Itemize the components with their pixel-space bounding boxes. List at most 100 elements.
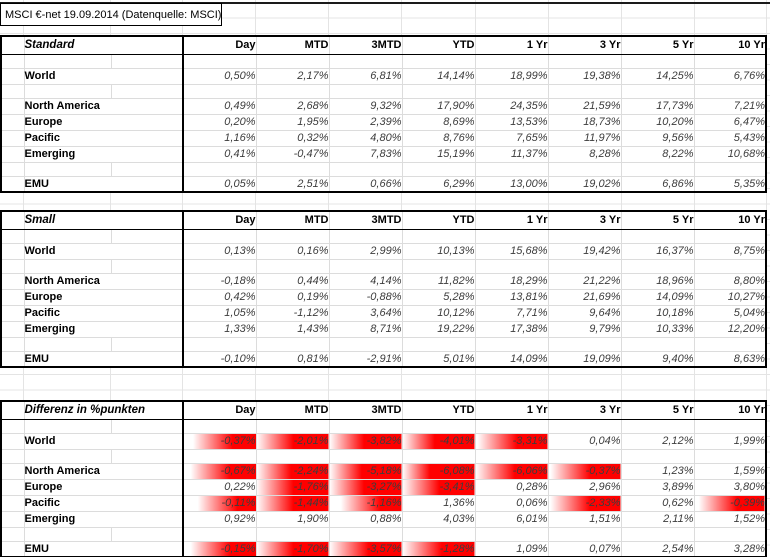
value-cell[interactable]: 10,68% — [693, 145, 767, 163]
value-cell[interactable]: -2,91% — [328, 350, 403, 368]
value-cell[interactable]: 11,82% — [401, 272, 476, 290]
value-cell[interactable]: 10,20% — [620, 113, 695, 131]
row-label[interactable]: Emerging — [23, 510, 184, 528]
value-cell[interactable]: 19,42% — [547, 242, 622, 260]
value-cell[interactable]: 15,19% — [401, 145, 476, 163]
value-cell[interactable]: -6,08% — [401, 462, 476, 480]
row-label[interactable]: North America — [23, 97, 184, 115]
value-cell[interactable]: 21,22% — [547, 272, 622, 290]
column-header-3mtd[interactable]: 3MTD — [328, 400, 403, 420]
value-cell[interactable]: 9,40% — [620, 350, 695, 368]
value-cell[interactable]: 2,99% — [328, 242, 403, 260]
value-cell[interactable]: 10,13% — [401, 242, 476, 260]
value-cell[interactable]: 18,96% — [620, 272, 695, 290]
value-cell[interactable]: 8,76% — [401, 129, 476, 147]
value-cell[interactable]: 1,51% — [547, 510, 622, 528]
row-label[interactable]: North America — [23, 272, 184, 290]
value-cell[interactable]: 6,29% — [401, 175, 476, 193]
value-cell[interactable]: -4,01% — [401, 432, 476, 450]
value-cell[interactable]: 1,36% — [401, 494, 476, 512]
value-cell[interactable]: -1,44% — [255, 494, 330, 512]
value-cell[interactable]: 6,01% — [474, 510, 549, 528]
value-cell[interactable]: -1,28% — [401, 540, 476, 557]
value-cell[interactable]: 1,99% — [693, 432, 767, 450]
value-cell[interactable]: -3,27% — [328, 478, 403, 496]
value-cell[interactable]: -1,76% — [255, 478, 330, 496]
value-cell[interactable]: 10,27% — [693, 288, 767, 306]
value-cell[interactable]: 8,28% — [547, 145, 622, 163]
value-cell[interactable]: 2,39% — [328, 113, 403, 131]
value-cell[interactable]: -0,47% — [255, 145, 330, 163]
value-cell[interactable]: 6,81% — [328, 67, 403, 85]
value-cell[interactable]: 0,44% — [255, 272, 330, 290]
value-cell[interactable]: 4,14% — [328, 272, 403, 290]
column-header-5yr[interactable]: 5 Yr — [620, 210, 695, 230]
value-cell[interactable]: -6,06% — [474, 462, 549, 480]
row-label[interactable]: EMU — [23, 175, 184, 193]
column-header-5yr[interactable]: 5 Yr — [620, 35, 695, 55]
value-cell[interactable]: 0,06% — [474, 494, 549, 512]
value-cell[interactable]: -3,41% — [401, 478, 476, 496]
row-label[interactable]: Emerging — [23, 320, 184, 338]
value-cell[interactable]: 8,80% — [693, 272, 767, 290]
value-cell[interactable]: 0,20% — [182, 113, 257, 131]
value-cell[interactable]: 0,28% — [474, 478, 549, 496]
value-cell[interactable]: 3,64% — [328, 304, 403, 322]
value-cell[interactable]: 18,73% — [547, 113, 622, 131]
value-cell[interactable]: 3,80% — [693, 478, 767, 496]
value-cell[interactable]: 16,37% — [620, 242, 695, 260]
row-label[interactable]: Europe — [23, 478, 184, 496]
column-header-mtd[interactable]: MTD — [255, 210, 330, 230]
value-cell[interactable]: -3,82% — [328, 432, 403, 450]
value-cell[interactable]: 6,47% — [693, 113, 767, 131]
value-cell[interactable]: 14,09% — [620, 288, 695, 306]
value-cell[interactable]: 5,28% — [401, 288, 476, 306]
value-cell[interactable]: 14,09% — [474, 350, 549, 368]
value-cell[interactable]: 0,04% — [547, 432, 622, 450]
column-header-1yr[interactable]: 1 Yr — [474, 400, 549, 420]
value-cell[interactable]: -0,39% — [693, 494, 767, 512]
column-header-ytd[interactable]: YTD — [401, 35, 476, 55]
column-header-3yr[interactable]: 3 Yr — [547, 400, 622, 420]
column-header-day[interactable]: Day — [182, 210, 257, 230]
value-cell[interactable]: 18,29% — [474, 272, 549, 290]
value-cell[interactable]: 0,13% — [182, 242, 257, 260]
value-cell[interactable]: 21,59% — [547, 97, 622, 115]
row-label[interactable]: Pacific — [23, 304, 184, 322]
value-cell[interactable]: -2,01% — [255, 432, 330, 450]
value-cell[interactable]: 3,89% — [620, 478, 695, 496]
value-cell[interactable]: 7,65% — [474, 129, 549, 147]
value-cell[interactable]: 8,69% — [401, 113, 476, 131]
value-cell[interactable]: 9,64% — [547, 304, 622, 322]
value-cell[interactable]: -0,67% — [182, 462, 257, 480]
value-cell[interactable]: 19,09% — [547, 350, 622, 368]
value-cell[interactable]: 8,71% — [328, 320, 403, 338]
value-cell[interactable]: 9,79% — [547, 320, 622, 338]
value-cell[interactable]: -1,70% — [255, 540, 330, 557]
value-cell[interactable]: -0,37% — [547, 462, 622, 480]
value-cell[interactable]: 6,76% — [693, 67, 767, 85]
value-cell[interactable]: 2,12% — [620, 432, 695, 450]
value-cell[interactable]: 11,97% — [547, 129, 622, 147]
row-label[interactable]: World — [23, 432, 184, 450]
value-cell[interactable]: -1,16% — [328, 494, 403, 512]
value-cell[interactable]: 0,92% — [182, 510, 257, 528]
value-cell[interactable]: 0,66% — [328, 175, 403, 193]
value-cell[interactable]: 13,81% — [474, 288, 549, 306]
value-cell[interactable]: 0,81% — [255, 350, 330, 368]
column-header-1yr[interactable]: 1 Yr — [474, 210, 549, 230]
value-cell[interactable]: 0,42% — [182, 288, 257, 306]
column-header-1yr[interactable]: 1 Yr — [474, 35, 549, 55]
value-cell[interactable]: -2,24% — [255, 462, 330, 480]
value-cell[interactable]: 0,05% — [182, 175, 257, 193]
value-cell[interactable]: 11,37% — [474, 145, 549, 163]
value-cell[interactable]: 5,35% — [693, 175, 767, 193]
value-cell[interactable]: 24,35% — [474, 97, 549, 115]
value-cell[interactable]: 1,52% — [693, 510, 767, 528]
row-label[interactable]: Europe — [23, 113, 184, 131]
value-cell[interactable]: 10,12% — [401, 304, 476, 322]
value-cell[interactable]: 0,49% — [182, 97, 257, 115]
value-cell[interactable]: 14,14% — [401, 67, 476, 85]
value-cell[interactable]: 9,56% — [620, 129, 695, 147]
value-cell[interactable]: 1,09% — [474, 540, 549, 557]
